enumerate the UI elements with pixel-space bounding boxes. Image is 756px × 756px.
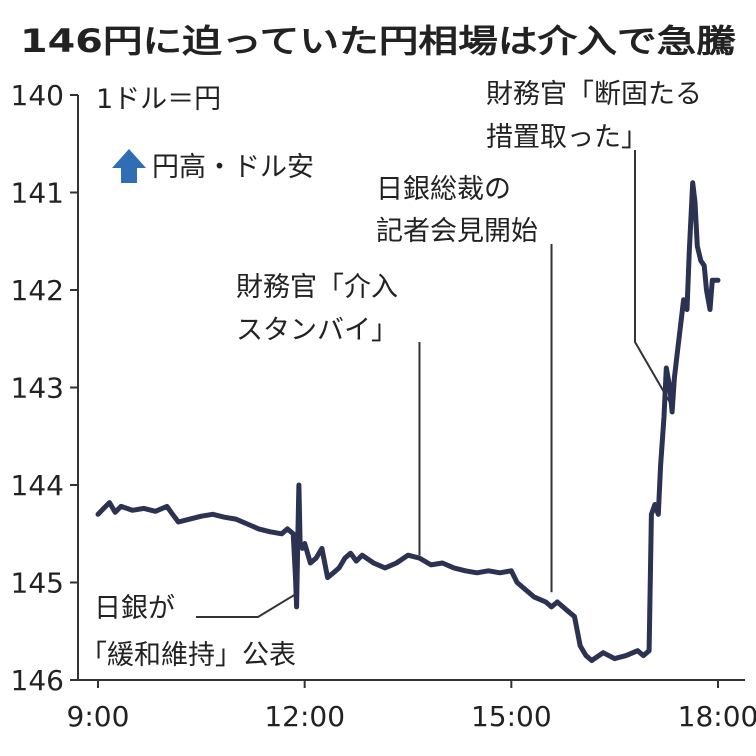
up-arrow-icon: [112, 149, 146, 183]
legend: 円高・ドル安: [112, 149, 314, 183]
x-tick-label: 12:00: [264, 700, 345, 733]
x-tick-label: 15:00: [471, 700, 552, 733]
annotation-governor-line2: 記者会見開始: [376, 216, 538, 247]
annotation-minister-line2: 措置取った」: [486, 122, 648, 153]
y-tick-label: 143: [11, 372, 64, 405]
legend-label: 円高・ドル安: [152, 152, 314, 183]
leader-boj: [196, 591, 300, 618]
annotation-minister-line1: 財務官「断固たる: [486, 79, 702, 110]
annotation-standby-line2: スタンバイ」: [236, 315, 398, 346]
x-tick-label: 18:00: [678, 700, 756, 733]
annotation-boj-line1: 日銀が: [94, 593, 175, 624]
y-tick-label: 145: [11, 567, 64, 600]
leader-minister: [634, 150, 671, 403]
y-tick-label: 141: [11, 177, 64, 210]
y-tick-label: 142: [11, 274, 64, 307]
series-line: [95, 180, 721, 663]
y-tick-label: 144: [11, 469, 64, 502]
chart-title: 146円に迫っていた円相場は介入で急騰: [20, 22, 736, 60]
axes: [70, 94, 745, 688]
y-tick-label: 140: [11, 79, 64, 112]
annotation-boj-line2: 「緩和維持」公表: [80, 640, 296, 671]
annotation-governor-line1: 日銀総裁の: [376, 174, 511, 205]
x-tick-label: 9:00: [67, 700, 130, 733]
y-tick-label: 146: [11, 664, 64, 697]
unit-label: 1ドル＝円: [96, 84, 221, 115]
annotation-leaders: [196, 150, 671, 618]
annotation-standby-line1: 財務官「介入: [236, 272, 398, 303]
